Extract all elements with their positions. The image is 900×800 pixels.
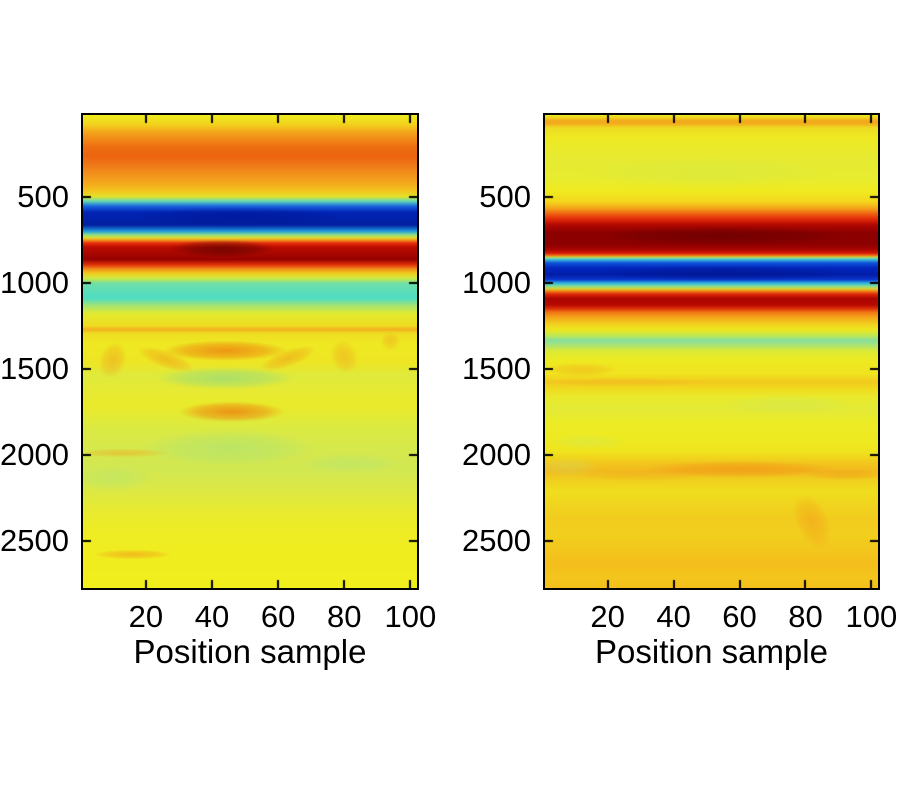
y-tick-label: 2000 xyxy=(0,436,69,472)
y-tick-label: 2500 xyxy=(0,522,69,558)
x-tick-label: 20 xyxy=(128,599,164,634)
x-tick-label: 100 xyxy=(384,599,437,634)
radargram-plot-right: Position sample 500 1000 1500 2000 2500 20 40 6… xyxy=(462,113,897,670)
x-tick-label: 60 xyxy=(722,599,757,634)
heatmap-canvas-left xyxy=(81,113,419,590)
x-tick-label: 80 xyxy=(326,599,362,634)
y-tick-label: 500 xyxy=(479,178,531,214)
x-tick-label: 40 xyxy=(656,599,691,634)
y-tick-label: 2500 xyxy=(462,522,531,558)
x-tick-label: 100 xyxy=(845,599,898,634)
y-tick-label: 1500 xyxy=(0,350,69,386)
x-tick-label: 80 xyxy=(788,599,823,634)
radargram-plot-left: Position sample 500 1000 1500 2000 2500 20 40 6… xyxy=(0,113,436,670)
x-tick-label: 20 xyxy=(590,599,625,634)
y-tick-label: 2000 xyxy=(462,436,531,472)
heatmap-canvas-right xyxy=(543,113,880,590)
x-tick-label: 60 xyxy=(260,599,296,634)
y-tick-label: 1500 xyxy=(462,350,531,386)
y-tick-label: 1000 xyxy=(462,264,531,300)
y-tick-label: 500 xyxy=(17,178,69,214)
y-tick-label: 1000 xyxy=(0,264,69,300)
x-tick-label: 40 xyxy=(194,599,230,634)
x-axis-label-right: Position sample xyxy=(595,633,828,670)
x-axis-label-left: Position sample xyxy=(133,633,367,670)
